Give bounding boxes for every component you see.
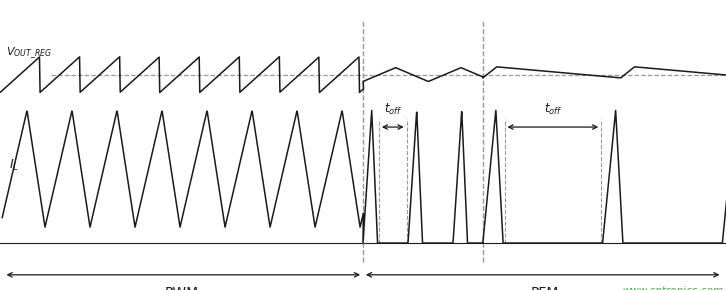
Text: PWM: PWM [164, 287, 199, 290]
Text: $I_L$: $I_L$ [9, 158, 19, 173]
Text: $t_{off}$: $t_{off}$ [544, 102, 562, 117]
Text: www.cntronics.com: www.cntronics.com [622, 287, 724, 290]
Text: $V_{OUT\_REG}$: $V_{OUT\_REG}$ [6, 45, 52, 61]
Text: $t_{off}$: $t_{off}$ [383, 102, 402, 117]
Text: PFM: PFM [530, 287, 559, 290]
